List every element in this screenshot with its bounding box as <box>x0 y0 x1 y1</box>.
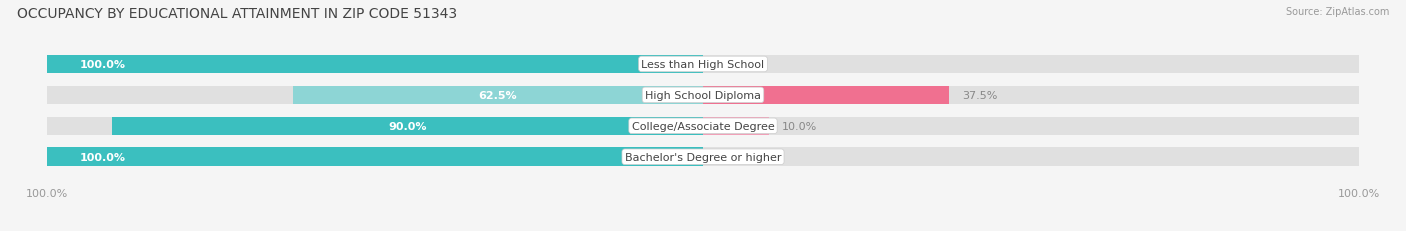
Text: 10.0%: 10.0% <box>782 121 817 131</box>
Text: 0.0%: 0.0% <box>716 60 744 70</box>
Text: Bachelor's Degree or higher: Bachelor's Degree or higher <box>624 152 782 162</box>
Text: Less than High School: Less than High School <box>641 60 765 70</box>
Bar <box>703 86 949 105</box>
Bar <box>112 117 703 136</box>
Bar <box>703 148 1360 166</box>
Bar <box>292 86 703 105</box>
Bar <box>703 117 769 136</box>
Bar <box>46 148 703 166</box>
Text: 62.5%: 62.5% <box>478 91 517 100</box>
Bar <box>46 55 703 74</box>
Bar <box>46 148 703 166</box>
Bar <box>46 86 703 105</box>
Text: 37.5%: 37.5% <box>962 91 997 100</box>
Bar <box>703 86 1360 105</box>
Text: 90.0%: 90.0% <box>388 121 427 131</box>
Text: 100.0%: 100.0% <box>80 152 125 162</box>
Bar <box>46 117 703 136</box>
Text: 100.0%: 100.0% <box>80 60 125 70</box>
Bar <box>703 117 1360 136</box>
Text: Source: ZipAtlas.com: Source: ZipAtlas.com <box>1285 7 1389 17</box>
Text: College/Associate Degree: College/Associate Degree <box>631 121 775 131</box>
Bar <box>46 55 703 74</box>
Text: OCCUPANCY BY EDUCATIONAL ATTAINMENT IN ZIP CODE 51343: OCCUPANCY BY EDUCATIONAL ATTAINMENT IN Z… <box>17 7 457 21</box>
Bar <box>703 55 1360 74</box>
Text: High School Diploma: High School Diploma <box>645 91 761 100</box>
Text: 0.0%: 0.0% <box>716 152 744 162</box>
